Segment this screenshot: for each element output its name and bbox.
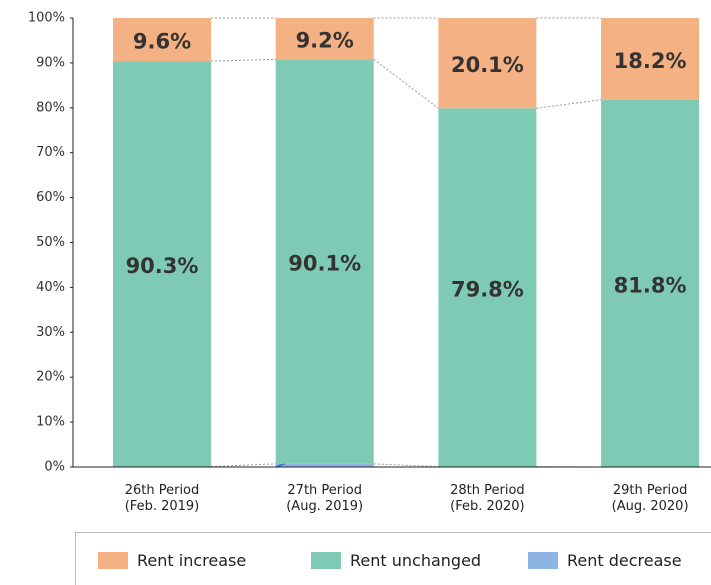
- y-tick-label: 20%: [36, 370, 65, 385]
- x-tick-label: 28th Period (Feb. 2020): [450, 483, 525, 514]
- y-tick-label: 60%: [36, 190, 65, 205]
- bar-segment: [601, 99, 700, 467]
- value-label: 18.2%: [614, 49, 687, 73]
- value-label: 90.3%: [126, 254, 199, 278]
- connector: [536, 99, 602, 109]
- y-tick-label: 40%: [36, 280, 65, 295]
- bar-segment: [601, 18, 700, 100]
- connector: [210, 463, 276, 468]
- legend-swatch: [311, 551, 341, 569]
- legend-item: Rent unchanged: [311, 550, 482, 570]
- value-label: 79.8%: [451, 277, 524, 301]
- y-tick-label: 30%: [36, 325, 65, 340]
- value-label: 20.1%: [451, 53, 524, 77]
- connector: [373, 58, 439, 109]
- value-label: 9.6%: [133, 30, 191, 54]
- x-tick-label: 29th Period (Aug. 2020): [611, 483, 689, 514]
- legend-item: Rent decrease: [528, 550, 682, 570]
- bar-segment: [275, 59, 374, 464]
- bar-segment: [113, 61, 211, 467]
- value-label: 9.2%: [296, 29, 354, 53]
- legend-label: Rent increase: [137, 550, 247, 570]
- bar-segment: [113, 18, 211, 62]
- x-tick-label: 26th Period (Feb. 2019): [124, 483, 200, 514]
- bar-segment: [438, 18, 537, 109]
- bar-segment: [275, 463, 374, 467]
- connector: [210, 58, 276, 62]
- legend-label: Rent decrease: [567, 550, 682, 570]
- bar-segment: [275, 18, 374, 60]
- legend-item: Rent increase: [98, 550, 247, 570]
- legend-swatch: [98, 551, 128, 569]
- legend-label: Rent unchanged: [350, 550, 482, 570]
- y-tick-label: 80%: [36, 100, 65, 115]
- connector: [373, 463, 439, 468]
- y-tick-label: 50%: [36, 235, 65, 250]
- legend: Rent increase Rent unchanged Rent decrease: [75, 532, 711, 585]
- y-tick-label: 70%: [36, 145, 65, 160]
- legend-swatch: [528, 551, 558, 569]
- y-tick-label: 100%: [28, 11, 65, 26]
- value-label: 90.1%: [288, 252, 361, 276]
- y-tick-label: 90%: [36, 55, 65, 70]
- x-tick-label: 27th Period (Aug. 2019): [286, 483, 364, 514]
- bar-segment: [438, 108, 537, 467]
- value-label: 81.8%: [614, 273, 687, 297]
- y-tick-label: 10%: [36, 415, 65, 430]
- y-tick-label: 0%: [44, 460, 65, 475]
